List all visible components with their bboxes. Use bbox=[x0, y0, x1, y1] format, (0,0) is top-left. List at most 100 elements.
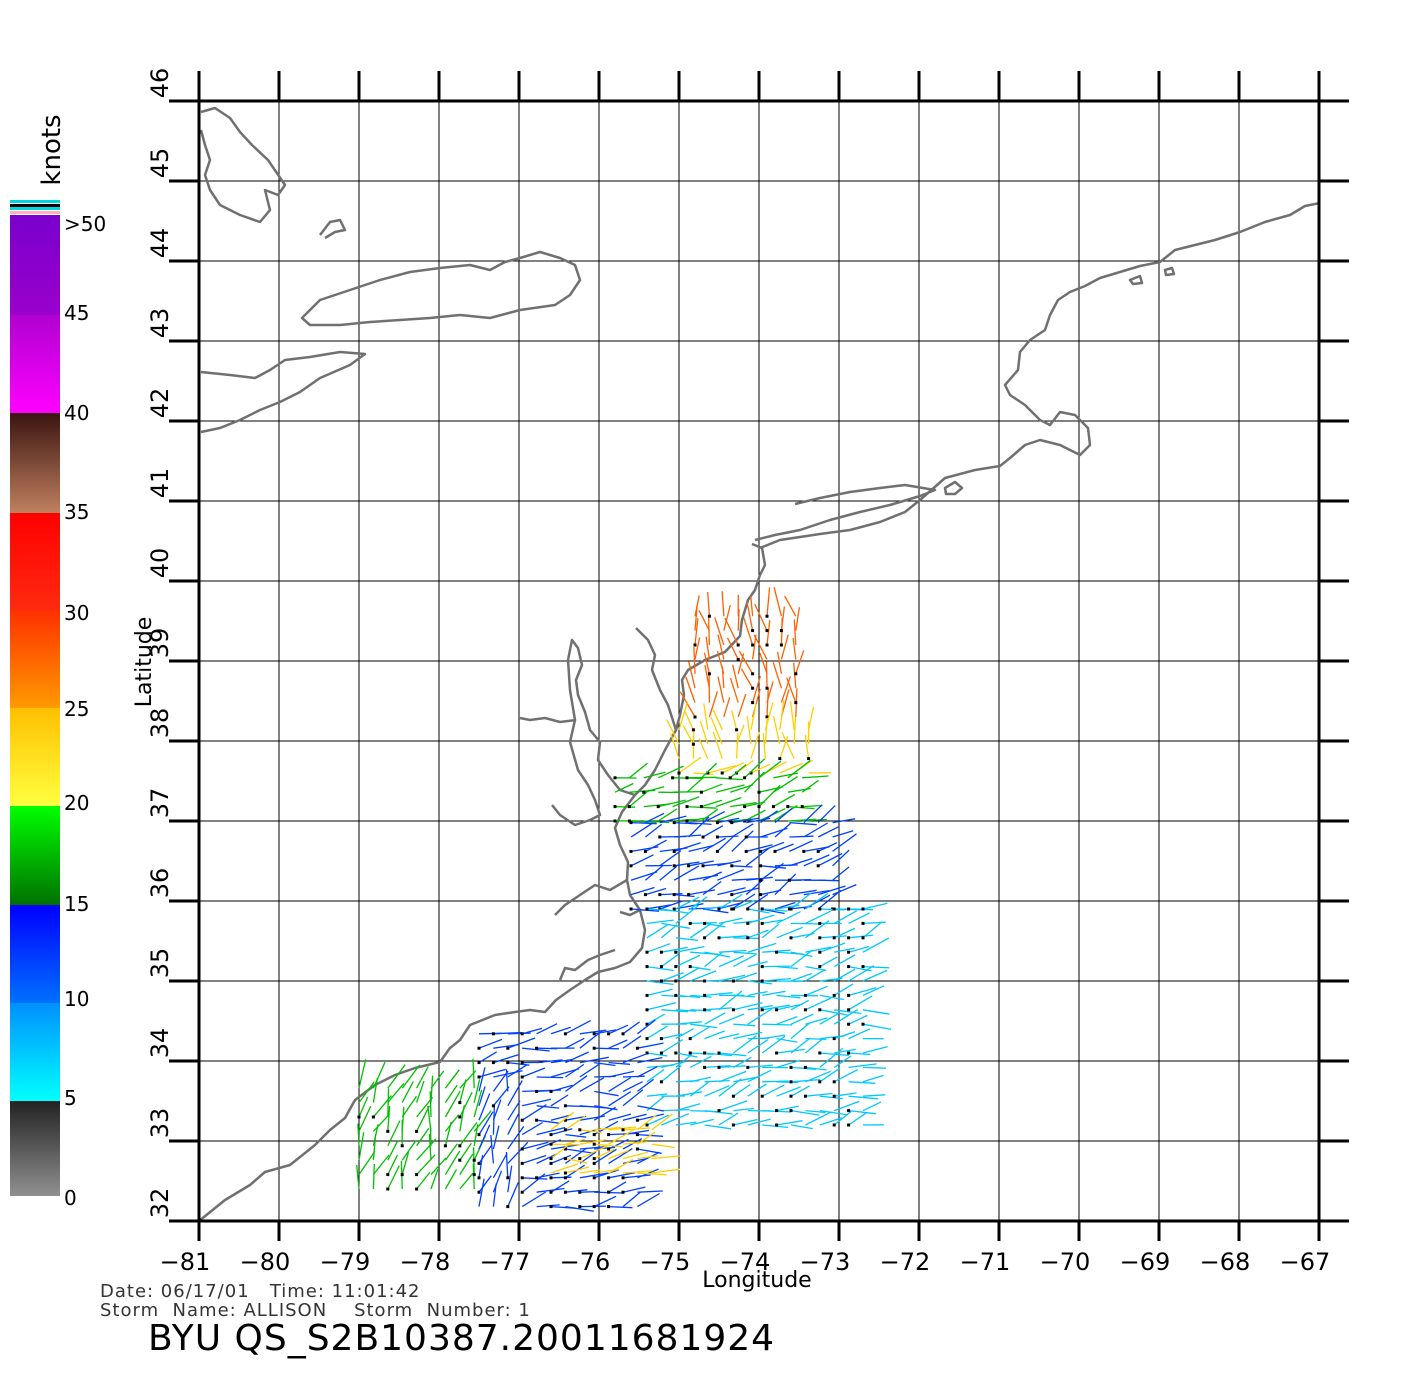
wind-vector bbox=[834, 1009, 862, 1015]
wind-vector bbox=[803, 822, 828, 838]
flag-marker bbox=[645, 993, 649, 997]
wind-vector bbox=[444, 1069, 460, 1089]
flag-marker bbox=[787, 878, 791, 882]
flag-marker bbox=[794, 701, 798, 705]
wind-vector bbox=[675, 1091, 703, 1097]
wind-vector bbox=[745, 893, 769, 910]
wind-vector bbox=[675, 1052, 698, 1058]
wind-vector bbox=[661, 971, 684, 982]
colorbar-band bbox=[10, 513, 60, 610]
wind-vector bbox=[444, 1150, 461, 1175]
wind-vector bbox=[550, 1111, 575, 1131]
wind-vector bbox=[478, 1144, 493, 1164]
wind-vector bbox=[550, 1084, 573, 1093]
wind-vector bbox=[622, 1089, 644, 1107]
flag-marker bbox=[731, 979, 735, 983]
wind-vector bbox=[579, 1190, 601, 1193]
wind-vector bbox=[579, 1139, 606, 1145]
wind-vector bbox=[774, 873, 797, 896]
wind-vector bbox=[718, 990, 743, 1011]
wind-vector bbox=[802, 804, 823, 808]
flag-marker bbox=[645, 1008, 649, 1012]
flag-marker bbox=[730, 893, 734, 897]
flag-marker bbox=[685, 819, 689, 823]
wind-vector bbox=[579, 1056, 609, 1064]
wind-vector bbox=[744, 771, 765, 793]
wind-vector bbox=[805, 1066, 827, 1071]
wind-vector bbox=[834, 1048, 856, 1054]
wind-vector bbox=[848, 1095, 879, 1100]
wind-vector bbox=[579, 1029, 607, 1035]
wind-vector bbox=[862, 1066, 886, 1069]
wind-vector bbox=[819, 1013, 839, 1025]
wind-vector bbox=[790, 1124, 813, 1130]
wind-vector bbox=[751, 634, 757, 660]
wind-vector bbox=[819, 956, 838, 968]
wind-vector bbox=[747, 1004, 773, 1011]
wind-vector bbox=[832, 849, 850, 867]
wind-vector bbox=[459, 1153, 474, 1175]
wind-vector bbox=[387, 1064, 406, 1089]
wind-vector bbox=[622, 1140, 648, 1145]
wind-vector bbox=[740, 668, 754, 689]
wind-vector bbox=[444, 1143, 458, 1161]
wind-vector bbox=[565, 1037, 585, 1049]
wind-vector bbox=[848, 1109, 876, 1115]
wind-vector bbox=[790, 922, 819, 925]
wind-vector bbox=[661, 946, 688, 953]
wind-vector bbox=[522, 1027, 543, 1035]
flag-marker bbox=[765, 643, 769, 647]
longitude-tick-labels: −81 −80 −79 −78 −77 −76 −75 −74 −73 −72 −71 −70 −69 −… bbox=[160, 1248, 1331, 1276]
coastline-segment bbox=[554, 878, 641, 981]
wind-vector bbox=[704, 951, 731, 958]
flag-marker bbox=[613, 819, 617, 823]
flag-marker bbox=[672, 849, 676, 853]
flag-marker bbox=[506, 1061, 510, 1065]
flag-marker bbox=[549, 1157, 553, 1161]
wind-vector bbox=[787, 759, 811, 779]
wind-vector bbox=[698, 738, 709, 759]
wind-vector bbox=[818, 879, 839, 882]
wind-vector bbox=[718, 949, 747, 953]
wind-vector bbox=[776, 1048, 805, 1054]
flag-marker bbox=[491, 1032, 495, 1036]
wind-vector bbox=[657, 765, 684, 779]
wind-vector bbox=[679, 691, 696, 718]
wind-vector bbox=[718, 1112, 739, 1126]
latitude-tick-label: 35 bbox=[146, 948, 174, 979]
wind-vector bbox=[790, 1037, 811, 1054]
wind-vector bbox=[795, 650, 805, 675]
wind-vector bbox=[718, 955, 744, 968]
wind-vector bbox=[565, 1063, 585, 1078]
colorbar-label: 15 bbox=[64, 892, 89, 916]
wind-vector bbox=[507, 1100, 521, 1121]
wind-vector bbox=[862, 1074, 884, 1083]
wind-vector bbox=[622, 1075, 645, 1078]
colorbar-label: 40 bbox=[64, 401, 89, 425]
latitude-tick-label: 33 bbox=[146, 1108, 174, 1139]
wind-vector bbox=[708, 691, 719, 718]
wind-vector bbox=[646, 965, 674, 972]
wind-vector bbox=[774, 864, 798, 867]
wind-vector bbox=[747, 1039, 769, 1054]
wind-vector bbox=[659, 815, 687, 824]
wind-vector bbox=[672, 790, 701, 793]
wind-vector bbox=[629, 820, 657, 824]
wind-vector bbox=[780, 634, 789, 660]
wind-vector bbox=[747, 929, 769, 939]
wind-vector bbox=[358, 1059, 367, 1089]
wind-vector bbox=[789, 840, 813, 852]
wind-vector bbox=[772, 715, 781, 745]
flag-marker bbox=[847, 993, 851, 997]
wind-vector bbox=[675, 1021, 702, 1025]
wind-vector bbox=[622, 1127, 650, 1131]
wind-vector bbox=[803, 889, 830, 896]
wind-vector bbox=[622, 1151, 648, 1160]
wind-vector bbox=[715, 809, 743, 822]
flag-marker bbox=[800, 805, 804, 809]
flag-marker bbox=[613, 776, 617, 780]
flag-marker bbox=[400, 1144, 404, 1148]
flag-marker bbox=[506, 1176, 510, 1180]
flag-marker bbox=[520, 1176, 524, 1180]
